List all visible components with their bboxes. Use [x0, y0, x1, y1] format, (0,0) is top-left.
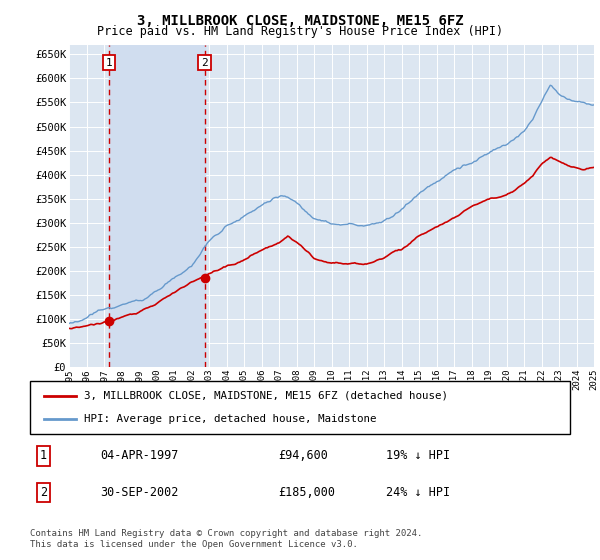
Text: 19% ↓ HPI: 19% ↓ HPI: [386, 449, 451, 463]
Bar: [109, 45, 205, 367]
Text: 3, MILLBROOK CLOSE, MAIDSTONE, ME15 6FZ (detached house): 3, MILLBROOK CLOSE, MAIDSTONE, ME15 6FZ …: [84, 391, 448, 401]
Text: 04-APR-1997: 04-APR-1997: [100, 449, 179, 463]
Text: Contains HM Land Registry data © Crown copyright and database right 2024.
This d: Contains HM Land Registry data © Crown c…: [30, 529, 422, 549]
Text: 3, MILLBROOK CLOSE, MAIDSTONE, ME15 6FZ: 3, MILLBROOK CLOSE, MAIDSTONE, ME15 6FZ: [137, 14, 463, 28]
Text: 24% ↓ HPI: 24% ↓ HPI: [386, 486, 451, 499]
Text: 2: 2: [40, 486, 47, 499]
Text: 30-SEP-2002: 30-SEP-2002: [100, 486, 179, 499]
Text: 2: 2: [201, 58, 208, 68]
Text: Price paid vs. HM Land Registry's House Price Index (HPI): Price paid vs. HM Land Registry's House …: [97, 25, 503, 38]
Text: £185,000: £185,000: [278, 486, 335, 499]
Text: 1: 1: [40, 449, 47, 463]
Text: 1: 1: [106, 58, 112, 68]
Text: £94,600: £94,600: [278, 449, 328, 463]
Text: HPI: Average price, detached house, Maidstone: HPI: Average price, detached house, Maid…: [84, 414, 377, 424]
